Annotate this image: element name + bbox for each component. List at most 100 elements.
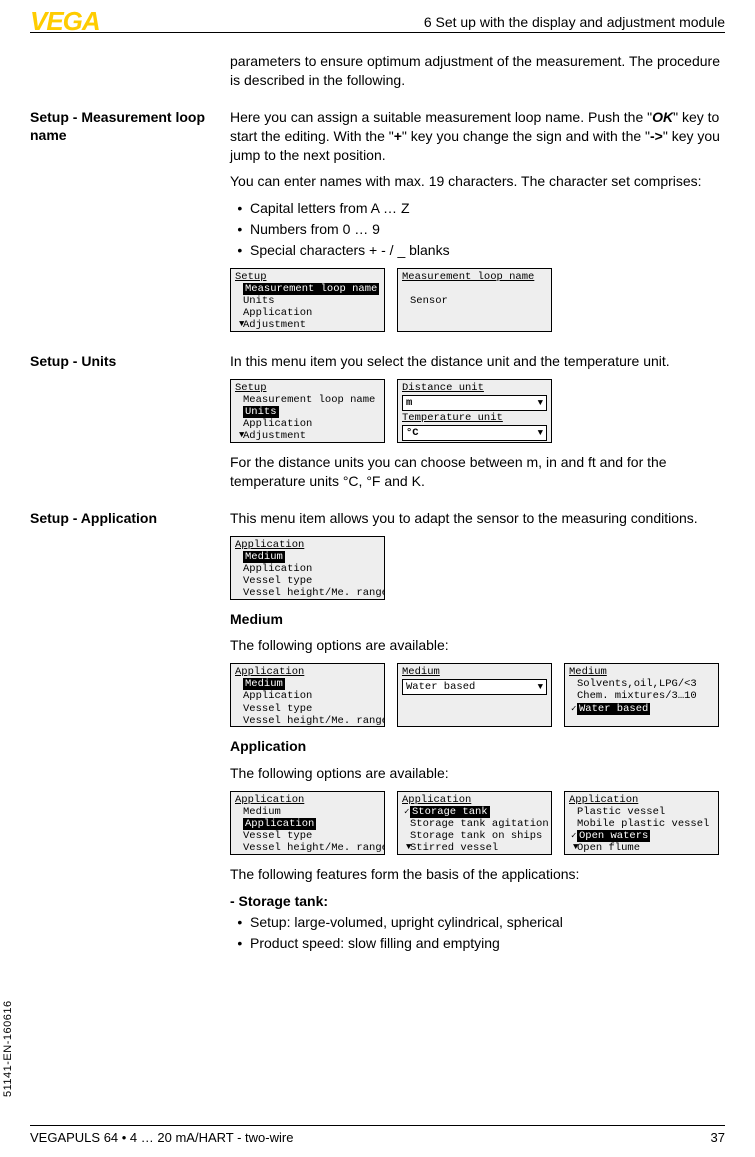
body-loop-name: Here you can assign a suitable measureme…: [230, 108, 725, 342]
check-icon: [571, 703, 576, 715]
footer-left: VEGAPULS 64 • 4 … 20 mA/HART - two-wire: [30, 1130, 293, 1145]
sidehead-units: Setup - Units: [30, 352, 230, 499]
dropdown-icon: ▼: [538, 428, 543, 438]
main-content: parameters to ensure optimum adjustment …: [30, 52, 725, 971]
lcd-item-selected: Medium: [243, 551, 285, 563]
chapter-title: 6 Set up with the display and adjustment…: [424, 14, 725, 30]
page-number: 37: [711, 1130, 725, 1145]
lcd-item: Vessel type: [235, 703, 380, 715]
lcd-app-menu-medium: Application Medium Application Vessel ty…: [230, 663, 385, 727]
lcd-item-selected: Medium: [243, 678, 285, 690]
lcd-item: Storage tank on ships: [402, 830, 547, 842]
lcd-title: Application: [569, 794, 714, 806]
charset-list: Capital letters from A … Z Numbers from …: [230, 199, 725, 260]
li: Setup: large-volumed, upright cylindrica…: [250, 913, 725, 932]
lcd-title: Measurement loop name: [402, 271, 547, 283]
lcd-item-selected: Water based: [577, 703, 650, 715]
units-p2: For the distance units you can choose be…: [230, 453, 725, 491]
lcd-item-selected: Units: [243, 406, 279, 418]
lcd-item-selected: Storage tank: [410, 806, 490, 818]
select-value: °C: [406, 427, 419, 439]
app-p1: This menu item allows you to adapt the s…: [230, 509, 725, 528]
body-application: This menu item allows you to adapt the s…: [230, 509, 725, 961]
li: Product speed: slow filling and emptying: [250, 934, 725, 953]
lcd-item: Measurement loop name: [235, 394, 380, 406]
lcd-item: Storage tank agitation: [402, 818, 547, 830]
lcd-row-app-menu: Application Medium Application Vessel ty…: [230, 536, 725, 600]
lcd-item: Vessel height/Me. range: [235, 587, 380, 599]
lcd-value: Sensor: [402, 295, 547, 307]
lcd-title: Application: [235, 539, 380, 551]
blank: [402, 283, 547, 295]
lcd-row-application: Application Medium Application Vessel ty…: [230, 791, 725, 855]
lcd-app-menu-app: Application Medium Application Vessel ty…: [230, 791, 385, 855]
temperature-unit-select: °C ▼: [402, 425, 547, 441]
body-units: In this menu item you select the distanc…: [230, 352, 725, 499]
lcd-title: Application: [235, 794, 380, 806]
storage-tank-head: - Storage tank:: [230, 892, 725, 911]
subhead-application: Application: [230, 737, 725, 756]
intro-row: parameters to ensure optimum adjustment …: [30, 52, 725, 98]
empty-sidehead: [30, 52, 230, 98]
scroll-down-icon: ▼: [239, 430, 244, 440]
li: Special characters + - / _ blanks: [250, 241, 725, 260]
subhead-medium: Medium: [230, 610, 725, 629]
basis-text: The following features form the basis of…: [230, 865, 725, 884]
lcd-medium-list: Medium Solvents,oil,LPG/<3 Chem. mixture…: [564, 663, 719, 727]
lcd-title: Application: [235, 666, 380, 678]
lcd-item: Application: [235, 690, 380, 702]
lcd-title: Setup: [235, 271, 380, 283]
check-icon: [404, 806, 409, 818]
ok-key: OK: [652, 109, 673, 125]
lcd-app-list-1: Application Storage tank Storage tank ag…: [397, 791, 552, 855]
lcd-item: Mobile plastic vessel: [569, 818, 714, 830]
lcd-application-menu: Application Medium Application Vessel ty…: [230, 536, 385, 600]
lcd-item-selected: Application: [243, 818, 316, 830]
lcd-item: Application: [235, 563, 380, 575]
lcd-title: Setup: [235, 382, 380, 394]
medium-select: Water based ▼: [402, 679, 547, 695]
lcd-item: Units: [235, 295, 380, 307]
t: Here you can assign a suitable measureme…: [230, 109, 652, 125]
lcd-item: Application: [235, 418, 380, 430]
intro-text: parameters to ensure optimum adjustment …: [230, 52, 725, 90]
intro-body: parameters to ensure optimum adjustment …: [230, 52, 725, 98]
sidehead-application: Setup - Application: [30, 509, 230, 961]
lcd-loop-name-value: Measurement loop name Sensor: [397, 268, 552, 332]
t: " key you change the sign and with the ": [402, 128, 650, 144]
loop-name-p2: You can enter names with max. 19 charact…: [230, 172, 725, 191]
footer-row: VEGAPULS 64 • 4 … 20 mA/HART - two-wire …: [30, 1130, 725, 1145]
lcd-setup-menu-units: Setup Measurement loop name Units Applic…: [230, 379, 385, 443]
scroll-down-icon: ▼: [573, 842, 578, 852]
lcd-row-loop-name: Setup Measurement loop name Units Applic…: [230, 268, 725, 332]
lcd-label: Distance unit: [402, 382, 547, 394]
application-options-text: The following options are available:: [230, 764, 725, 783]
lcd-item-selected: Open waters: [577, 830, 650, 842]
check-icon: [571, 830, 576, 842]
document-id: 51141-EN-160616: [2, 1000, 14, 1097]
lcd-item: Open flume: [569, 842, 714, 854]
lcd-item: Damping: [235, 331, 380, 332]
lcd-item: Solvents,oil,LPG/<3: [569, 678, 714, 690]
lcd-item: Plastic vessel: [569, 806, 714, 818]
lcd-item: Adjustment: [235, 319, 380, 331]
lcd-label: Temperature unit: [402, 412, 547, 424]
arrow-key: ->: [650, 128, 663, 144]
scroll-down-icon: ▼: [239, 319, 244, 329]
lcd-setup-menu: Setup Measurement loop name Units Applic…: [230, 268, 385, 332]
lcd-row-medium: Application Medium Application Vessel ty…: [230, 663, 725, 727]
lcd-item: Vessel type: [235, 830, 380, 842]
lcd-item: Stirred vessel: [402, 842, 547, 854]
loop-name-p1: Here you can assign a suitable measureme…: [230, 108, 725, 165]
lcd-units-select: Distance unit m ▼ Temperature unit °C ▼: [397, 379, 552, 443]
dropdown-icon: ▼: [538, 682, 543, 692]
plus-key: +: [394, 128, 402, 144]
lcd-item: Damping: [235, 442, 380, 443]
lcd-app-list-2: Application Plastic vessel Mobile plasti…: [564, 791, 719, 855]
lcd-item: Adjustment: [235, 430, 380, 442]
lcd-item: Medium: [235, 806, 380, 818]
lcd-medium-select: Medium Water based ▼: [397, 663, 552, 727]
section-units: Setup - Units In this menu item you sele…: [30, 352, 725, 499]
section-application: Setup - Application This menu item allow…: [30, 509, 725, 961]
footer: VEGAPULS 64 • 4 … 20 mA/HART - two-wire …: [30, 1125, 725, 1145]
